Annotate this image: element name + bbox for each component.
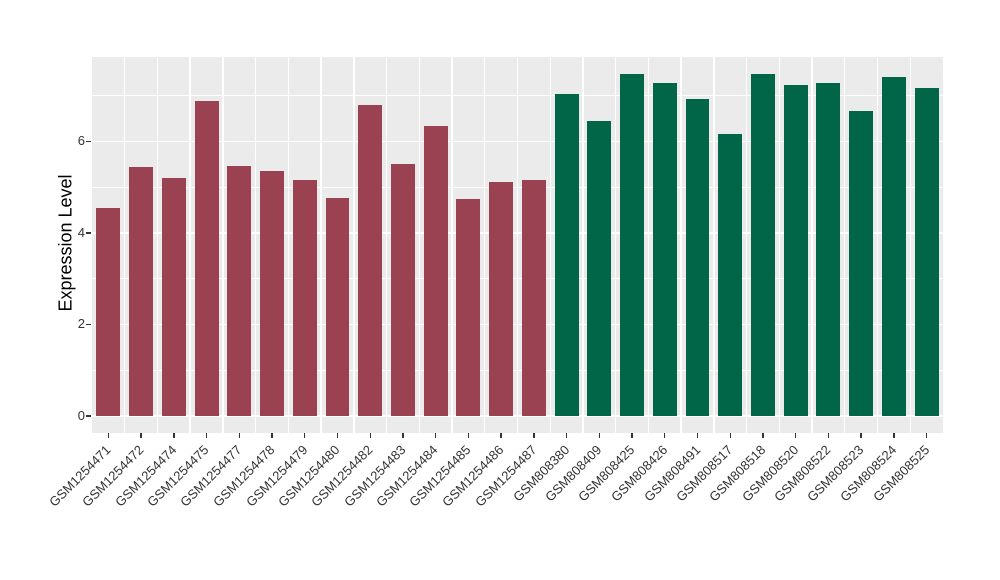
y-tick-label-0: 0 <box>77 408 85 424</box>
gridline-x-boundary <box>680 57 682 433</box>
bar-GSM808425 <box>620 73 644 417</box>
bar-GSM1254484 <box>423 125 448 417</box>
gridline-x-boundary <box>124 57 126 433</box>
x-tick-mark-GSM808518 <box>762 433 764 438</box>
gridline-x-boundary <box>516 57 519 433</box>
gridline-x-boundary <box>844 57 846 433</box>
x-tick-mark-GSM1254478 <box>271 433 273 438</box>
x-tick-mark-GSM808522 <box>827 433 830 438</box>
y-tick-label-2: 2 <box>77 316 85 332</box>
bar-GSM1254477 <box>227 165 252 417</box>
x-tick-mark-GSM1254483 <box>402 433 404 438</box>
y-axis-title-text: Expression Level <box>55 174 76 312</box>
bar-GSM808518 <box>751 74 775 417</box>
bar-GSM808517 <box>718 133 743 417</box>
bar-GSM1254472 <box>129 167 154 417</box>
gridline-x-boundary <box>287 57 290 433</box>
y-tick-mark-4 <box>86 232 91 234</box>
gridline-x-boundary <box>451 57 453 433</box>
x-tick-mark-GSM1254472 <box>140 433 142 438</box>
gridline-x-boundary <box>811 57 813 433</box>
bar-GSM808523 <box>849 111 874 417</box>
gridline-x-boundary <box>582 57 584 433</box>
x-tick-mark-GSM808491 <box>696 433 699 438</box>
gridline-x-boundary <box>254 57 257 433</box>
bar-GSM808426 <box>652 83 677 417</box>
x-tick-mark-GSM1254475 <box>205 433 208 438</box>
y-axis-title: Expression Level <box>56 174 77 311</box>
x-tick-mark-GSM1254486 <box>500 433 502 438</box>
x-tick-mark-GSM808409 <box>598 433 601 438</box>
bar-GSM808491 <box>685 98 710 417</box>
bar-GSM808409 <box>587 121 612 417</box>
gridline-x-boundary <box>189 57 191 433</box>
bar-GSM1254471 <box>96 207 121 417</box>
x-tick-mark-GSM808426 <box>664 433 666 438</box>
x-tick-mark-GSM808523 <box>860 433 862 438</box>
y-tick-mark-0 <box>86 415 91 417</box>
x-tick-mark-GSM1254480 <box>336 433 339 438</box>
x-tick-mark-GSM808520 <box>795 433 797 438</box>
x-tick-mark-GSM1254474 <box>173 433 175 438</box>
gridline-x-boundary <box>549 57 551 433</box>
y-tick-mark-2 <box>86 323 91 326</box>
x-tick-mark-GSM808425 <box>631 433 633 438</box>
bar-GSM1254479 <box>292 180 317 417</box>
gridline-x-boundary <box>353 57 355 433</box>
y-tick-mark-6 <box>86 140 91 142</box>
bar-GSM1254474 <box>161 178 186 417</box>
x-tick-mark-GSM1254471 <box>107 433 110 438</box>
bar-GSM1254485 <box>456 199 481 417</box>
x-tick-mark-GSM1254484 <box>434 433 437 438</box>
gridline-x-boundary <box>614 57 617 433</box>
gridline-x-boundary <box>156 57 159 433</box>
y-tick-label-4: 4 <box>77 224 85 240</box>
gridline-x-boundary <box>320 57 322 433</box>
gridline-x-boundary <box>385 57 388 433</box>
bar-GSM808522 <box>816 83 841 417</box>
x-tick-mark-GSM808525 <box>925 433 928 438</box>
gridline-x-boundary <box>909 57 911 433</box>
x-tick-mark-GSM808380 <box>565 433 568 438</box>
gridline-x-boundary <box>484 57 486 433</box>
bar-GSM1254487 <box>521 180 546 417</box>
plot-panel <box>92 57 943 433</box>
bar-GSM808525 <box>914 87 939 417</box>
bar-GSM1254482 <box>358 104 383 417</box>
bar-GSM1254478 <box>260 171 284 417</box>
gridline-x-boundary <box>778 57 781 433</box>
bar-GSM1254486 <box>489 182 514 417</box>
x-tick-mark-GSM808524 <box>893 433 895 438</box>
x-tick-mark-GSM1254479 <box>304 433 306 438</box>
bar-GSM1254483 <box>390 163 415 417</box>
bar-GSM808520 <box>783 85 808 417</box>
bar-GSM808380 <box>554 94 579 417</box>
gridline-x-boundary <box>745 57 748 433</box>
x-tick-mark-GSM808517 <box>729 433 731 438</box>
x-tick-mark-GSM1254487 <box>533 433 535 438</box>
gridline-x-boundary <box>418 57 420 433</box>
y-tick-label-6: 6 <box>77 133 85 149</box>
x-tick-mark-GSM1254477 <box>238 433 240 438</box>
bar-GSM808524 <box>881 76 906 417</box>
bar-GSM1254480 <box>325 197 350 417</box>
gridline-x-boundary <box>713 57 715 433</box>
bar-GSM1254475 <box>194 100 219 417</box>
gridline-x-boundary <box>222 57 224 433</box>
gridline-x-boundary <box>647 57 650 433</box>
x-tick-mark-GSM1254482 <box>369 433 371 438</box>
x-tick-mark-GSM1254485 <box>467 433 470 438</box>
gridline-x-boundary <box>876 57 879 433</box>
